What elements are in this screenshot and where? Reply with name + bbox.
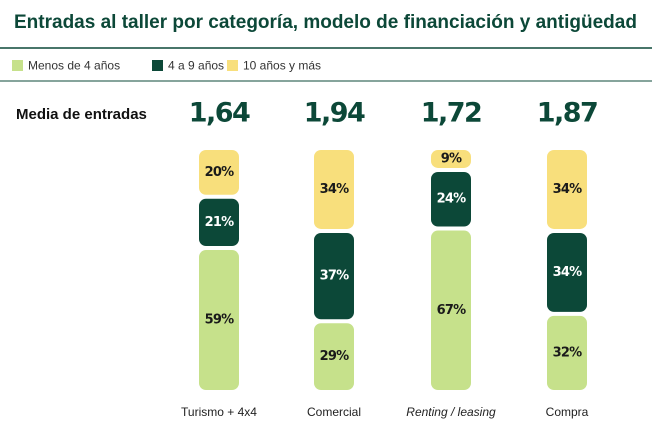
data-label: 67% (437, 303, 466, 318)
bar-segment (547, 150, 587, 229)
average-value: 1,72 (421, 98, 482, 129)
data-label: 9% (441, 151, 462, 166)
data-label: 29% (320, 349, 349, 364)
bar-segment (314, 323, 354, 390)
bar-segment (431, 230, 471, 390)
data-label: 34% (553, 182, 582, 197)
data-label: 59% (205, 313, 234, 328)
data-label: 34% (320, 182, 349, 197)
chart-title: Entradas al taller por categoría, modelo… (14, 12, 637, 33)
x-tick-label: Renting / leasing (406, 405, 496, 419)
legend-swatch (152, 60, 163, 71)
bar-segment (199, 150, 239, 195)
data-label: 37% (320, 269, 349, 284)
x-tick-label: Compra (546, 405, 589, 419)
legend-swatch (227, 60, 238, 71)
legend-swatch (12, 60, 23, 71)
average-value: 1,94 (304, 98, 365, 129)
legend-label: Menos de 4 años (28, 59, 120, 73)
data-label: 24% (437, 192, 466, 207)
average-value: 1,64 (189, 98, 250, 129)
legend-label: 4 a 9 años (168, 59, 224, 73)
data-label: 21% (205, 215, 234, 230)
bar-segment (314, 150, 354, 229)
data-label: 20% (205, 165, 234, 180)
x-tick-label: Comercial (307, 405, 361, 419)
bar-segment (547, 232, 587, 312)
bar-segment (431, 171, 471, 227)
bar-segment (199, 198, 239, 247)
data-label: 34% (553, 265, 582, 280)
average-value: 1,87 (537, 98, 598, 129)
bar-segment (314, 232, 354, 320)
data-label: 32% (553, 345, 582, 360)
bar-segment (431, 150, 471, 168)
average-label: Media de entradas (16, 106, 147, 123)
bar-segment (547, 315, 587, 390)
x-tick-label: Turismo + 4x4 (181, 405, 257, 419)
bar-segment (199, 250, 239, 390)
legend-label: 10 años y más (243, 59, 321, 73)
